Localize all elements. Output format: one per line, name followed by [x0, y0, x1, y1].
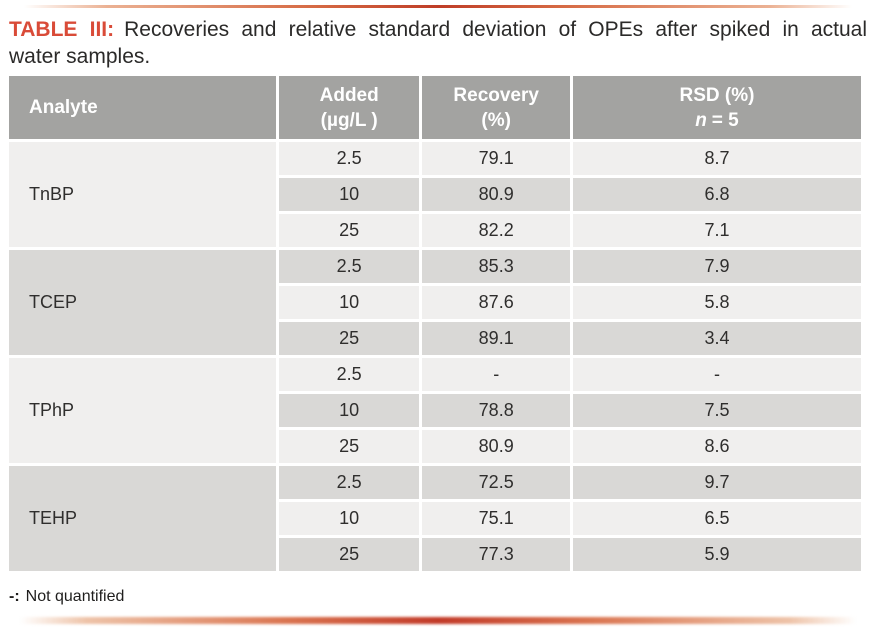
- rsd-cell: 8.6: [572, 430, 861, 463]
- rsd-cell: 6.5: [572, 502, 861, 535]
- bottom-gradient-divider: [20, 617, 856, 624]
- recovery-cell: 79.1: [422, 142, 570, 175]
- rsd-cell: 5.9: [572, 538, 861, 571]
- rsd-n-value: = 5: [711, 109, 739, 131]
- added-cell: 25: [278, 538, 420, 571]
- rsd-cell: 7.9: [572, 250, 861, 283]
- caption-line-2: water samples.: [9, 43, 867, 70]
- added-cell: 10: [278, 286, 420, 319]
- top-gradient-divider: [24, 5, 852, 8]
- recovery-cell: 80.9: [422, 178, 570, 211]
- recovery-cell: 82.2: [422, 214, 570, 247]
- table-row: 10 87.6 5.8: [9, 286, 861, 319]
- footnote: -: Not quantified: [9, 588, 124, 606]
- added-cell: 10: [278, 178, 420, 211]
- table-row: TCEP 2.5 85.3 7.9: [9, 250, 861, 355]
- caption-text-line1: Recoveries and relative standard deviati…: [124, 18, 868, 41]
- rsd-cell: 9.7: [572, 466, 861, 499]
- added-cell: 25: [278, 322, 420, 355]
- table-row: 10 75.1 6.5: [9, 502, 861, 535]
- analyte-cell-tphp: TPhP: [9, 358, 276, 463]
- recovery-cell: 72.5: [422, 466, 570, 499]
- col-header-recovery: Recovery (%): [422, 76, 570, 139]
- recovery-cell: 87.6: [422, 286, 570, 319]
- table-caption: TABLE III: Recoveries and relative standa…: [9, 16, 867, 70]
- recovery-cell: -: [422, 358, 570, 391]
- table-row: 10 78.8 7.5: [9, 394, 861, 427]
- added-cell: 2.5: [278, 250, 420, 283]
- col-header-analyte-label: Analyte: [29, 97, 98, 118]
- table-row: TPhP 2.5 - -: [9, 358, 861, 463]
- col-header-rsd-line2: n = 5: [573, 108, 861, 133]
- recovery-cell: 75.1: [422, 502, 570, 535]
- col-header-analyte: Analyte: [9, 76, 276, 139]
- rsd-n-symbol: n: [695, 109, 707, 131]
- table-row: 25 82.2 7.1: [9, 214, 861, 247]
- footnote-symbol: -:: [9, 588, 20, 605]
- col-header-added-line2: (µg/L ): [320, 109, 378, 131]
- added-cell: 10: [278, 394, 420, 427]
- added-cell: 2.5: [278, 358, 420, 391]
- recovery-cell: 80.9: [422, 430, 570, 463]
- col-header-rsd: RSD (%) n = 5: [572, 76, 861, 139]
- recovery-cell: 78.8: [422, 394, 570, 427]
- table-row: TnBP 2.5 79.1 8.7: [9, 142, 861, 247]
- recovery-cell: 85.3: [422, 250, 570, 283]
- col-header-added-line1: Added: [319, 84, 379, 106]
- caption-text-line2: water samples.: [9, 45, 151, 68]
- rsd-cell: 6.8: [572, 178, 861, 211]
- col-header-recovery-line2: (%): [481, 109, 511, 131]
- rsd-cell: 7.5: [572, 394, 861, 427]
- col-header-rsd-line1: RSD (%): [679, 84, 755, 106]
- table-row: 25 77.3 5.9: [9, 538, 861, 571]
- table-row: 25 89.1 3.4: [9, 322, 861, 355]
- analyte-cell-tnbp: TnBP: [9, 142, 276, 247]
- rsd-cell: 7.1: [572, 214, 861, 247]
- caption-label: TABLE III:: [9, 18, 115, 41]
- header-row: Analyte Added (µg/L ) Recovery (%) RSD (…: [9, 76, 861, 139]
- rsd-cell: -: [572, 358, 861, 391]
- added-cell: 25: [278, 214, 420, 247]
- added-cell: 10: [278, 502, 420, 535]
- footnote-text: Not quantified: [25, 588, 125, 605]
- analyte-cell-tcep: TCEP: [9, 250, 276, 355]
- added-cell: 2.5: [278, 142, 420, 175]
- data-table: Analyte Added (µg/L ) Recovery (%) RSD (…: [6, 73, 864, 574]
- added-cell: 25: [278, 430, 420, 463]
- recovery-cell: 77.3: [422, 538, 570, 571]
- caption-line-1: TABLE III: Recoveries and relative standa…: [9, 16, 867, 43]
- col-header-added: Added (µg/L ): [278, 76, 420, 139]
- rsd-cell: 8.7: [572, 142, 861, 175]
- recovery-cell: 89.1: [422, 322, 570, 355]
- table-row: 25 80.9 8.6: [9, 430, 861, 463]
- rsd-cell: 5.8: [572, 286, 861, 319]
- analyte-cell-tehp: TEHP: [9, 466, 276, 571]
- added-cell: 2.5: [278, 466, 420, 499]
- table-row: 10 80.9 6.8: [9, 178, 861, 211]
- table-row: TEHP 2.5 72.5 9.7: [9, 466, 861, 571]
- col-header-recovery-line1: Recovery: [453, 84, 539, 106]
- rsd-cell: 3.4: [572, 322, 861, 355]
